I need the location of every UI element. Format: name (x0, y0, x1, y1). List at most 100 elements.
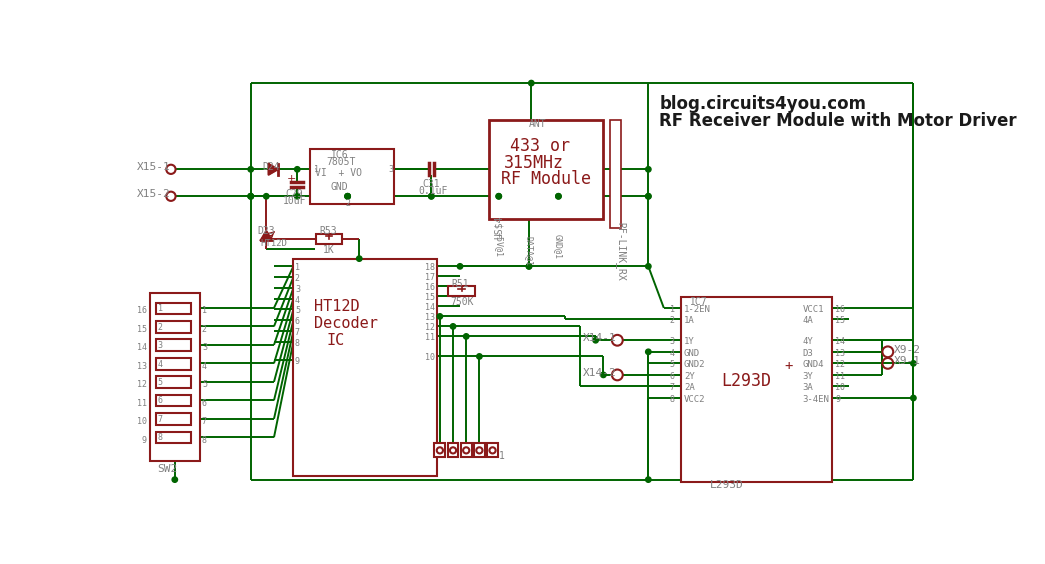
Text: 1: 1 (158, 304, 163, 313)
Text: 10: 10 (425, 354, 435, 362)
Text: IC: IC (327, 333, 345, 347)
Text: ANT: ANT (529, 118, 547, 129)
Text: 3: 3 (295, 285, 300, 294)
Circle shape (646, 263, 651, 269)
Circle shape (295, 166, 300, 172)
Circle shape (295, 193, 300, 199)
Text: 13: 13 (137, 362, 147, 371)
Circle shape (646, 477, 651, 482)
Text: 3: 3 (158, 341, 163, 350)
Circle shape (496, 193, 502, 199)
Text: 3Y: 3Y (803, 372, 813, 381)
Text: 3A: 3A (803, 384, 813, 393)
Polygon shape (269, 164, 278, 175)
Text: D23: D23 (258, 226, 275, 236)
Text: 1-2EN: 1-2EN (684, 305, 711, 314)
Text: 14: 14 (425, 303, 435, 312)
Text: 4A: 4A (803, 316, 813, 325)
Text: 18: 18 (425, 263, 435, 272)
Text: 2: 2 (158, 323, 163, 332)
Text: X14-2: X14-2 (583, 368, 617, 378)
Circle shape (496, 193, 502, 199)
Text: 8: 8 (295, 339, 300, 348)
Text: 0.1uF: 0.1uF (418, 186, 447, 196)
Circle shape (527, 263, 532, 269)
Text: 4: 4 (295, 296, 300, 305)
Text: 1Y: 1Y (684, 337, 695, 346)
Text: GND@1: GND@1 (554, 234, 563, 259)
Circle shape (601, 372, 606, 378)
Text: 2A: 2A (684, 384, 695, 393)
Circle shape (529, 81, 534, 86)
Text: X15-2: X15-2 (137, 189, 170, 199)
Bar (435, 443, 445, 457)
Text: HT12D: HT12D (261, 239, 287, 248)
Text: 9: 9 (295, 357, 300, 366)
Text: RF Receiver Module with Motor Driver: RF Receiver Module with Motor Driver (659, 112, 1017, 130)
Text: 6: 6 (202, 399, 207, 408)
Text: 2: 2 (670, 316, 675, 325)
Text: 7: 7 (670, 384, 675, 393)
Text: 1: 1 (202, 306, 207, 315)
Text: VI  + VO: VI + VO (316, 168, 362, 178)
Text: 1: 1 (315, 165, 320, 174)
Text: VCC1: VCC1 (803, 305, 825, 314)
Text: 12: 12 (137, 380, 147, 389)
Polygon shape (261, 231, 272, 240)
Text: 9: 9 (142, 436, 147, 445)
Text: 11: 11 (835, 372, 845, 381)
Bar (156, 432, 191, 443)
Circle shape (646, 166, 651, 172)
Text: 1: 1 (498, 451, 505, 461)
Text: VCC2: VCC2 (684, 395, 705, 404)
Text: HT12D: HT12D (315, 299, 359, 314)
Circle shape (345, 193, 350, 199)
Text: 2: 2 (295, 274, 300, 283)
Text: 13: 13 (425, 314, 435, 322)
Text: 14: 14 (137, 343, 147, 352)
Text: 9: 9 (835, 395, 840, 404)
Text: X15-1: X15-1 (137, 162, 170, 172)
Text: 2: 2 (345, 199, 350, 208)
Circle shape (458, 263, 463, 269)
Circle shape (248, 193, 254, 199)
Circle shape (646, 193, 651, 199)
Text: 15: 15 (425, 293, 435, 302)
Bar (156, 413, 191, 425)
Bar (447, 443, 459, 457)
Text: 8: 8 (158, 433, 163, 442)
Circle shape (593, 338, 599, 343)
Text: 10uF: 10uF (282, 196, 306, 206)
Circle shape (437, 314, 443, 319)
Text: 6: 6 (295, 317, 300, 326)
Text: L293D: L293D (711, 479, 744, 490)
Text: 4: 4 (158, 359, 163, 368)
Circle shape (646, 193, 651, 199)
Text: 8: 8 (670, 395, 675, 404)
Text: GND: GND (330, 182, 348, 192)
Text: RF Module: RF Module (501, 170, 591, 188)
Circle shape (910, 395, 916, 400)
Bar (448, 287, 474, 296)
Circle shape (646, 349, 651, 355)
Text: X9-2: X9-2 (895, 345, 921, 355)
Text: 15: 15 (835, 316, 845, 325)
Text: 1: 1 (295, 263, 300, 272)
Text: 11: 11 (425, 333, 435, 342)
Bar (150, 293, 201, 461)
Text: 3: 3 (670, 337, 675, 346)
Text: 1: 1 (670, 305, 675, 314)
Text: 5: 5 (295, 306, 300, 315)
Text: 3-4EN: 3-4EN (803, 395, 830, 404)
Text: 4: 4 (670, 349, 675, 358)
Bar (310, 148, 394, 204)
Text: D24: D24 (262, 162, 280, 171)
Bar (156, 358, 191, 369)
Text: 1K: 1K (323, 245, 334, 255)
Text: 14: 14 (835, 337, 845, 346)
Text: +: + (287, 174, 297, 184)
Bar (156, 395, 191, 407)
Text: 3: 3 (388, 165, 393, 174)
Text: 7805T: 7805T (326, 157, 355, 167)
Text: C29: C29 (285, 190, 303, 199)
